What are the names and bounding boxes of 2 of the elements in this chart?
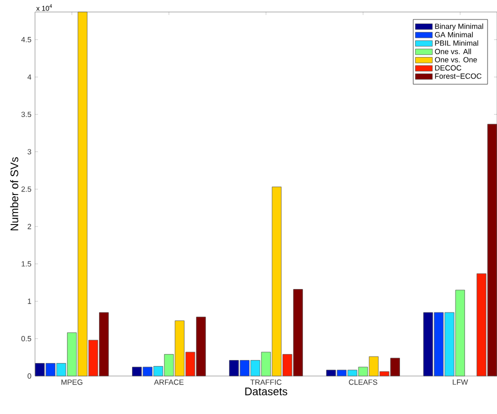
x-axis-title: Datasets bbox=[245, 388, 288, 396]
y-axis-title: Number of SVs bbox=[10, 157, 18, 230]
